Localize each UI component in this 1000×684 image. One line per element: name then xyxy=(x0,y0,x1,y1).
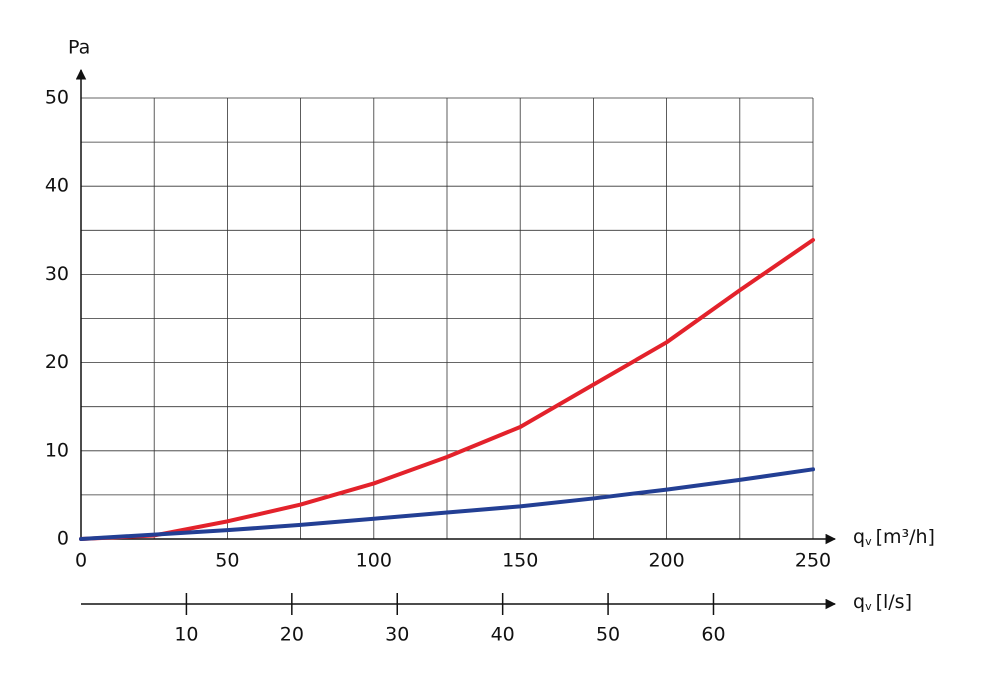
y-tick-label: 0 xyxy=(57,528,69,550)
x-tick-label: 200 xyxy=(648,550,684,572)
series-line xyxy=(79,467,815,541)
x-tick-label: 0 xyxy=(75,550,87,572)
x2-tick-label: 60 xyxy=(701,624,725,646)
x2-tick-label: 20 xyxy=(280,624,304,646)
y-tick-label: 20 xyxy=(45,351,69,373)
x-axis-label-unit: [m³/h] xyxy=(876,526,935,548)
x2-tick-label: 10 xyxy=(174,624,198,646)
x2-axis-label-symbol: q xyxy=(853,591,865,613)
x-axis-label-symbol: q xyxy=(853,526,865,548)
y-axis-label: Pa xyxy=(68,37,90,59)
x-tick-label: 50 xyxy=(215,550,239,572)
x2-tick-label: 40 xyxy=(491,624,515,646)
x-axis-label-subscript: v xyxy=(865,535,872,548)
y-tick-label: 50 xyxy=(45,87,69,109)
x2-axis-label-unit: [l/s] xyxy=(876,591,912,613)
x-tick-label: 150 xyxy=(502,550,538,572)
y-tick-label: 10 xyxy=(45,439,69,461)
x2-axis-label: qv [l/s] xyxy=(853,591,912,614)
x2-tick-label: 30 xyxy=(385,624,409,646)
x-tick-label: 100 xyxy=(356,550,392,572)
series-line xyxy=(79,238,815,541)
y-tick-label: 30 xyxy=(45,263,69,285)
x2-axis-label-subscript: v xyxy=(865,600,872,613)
x-tick-label: 250 xyxy=(795,550,831,572)
y-tick-label: 40 xyxy=(45,175,69,197)
x-axis-label: qv [m³/h] xyxy=(853,526,935,549)
x2-tick-label: 50 xyxy=(596,624,620,646)
